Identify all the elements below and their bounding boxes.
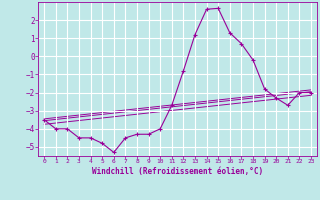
X-axis label: Windchill (Refroidissement éolien,°C): Windchill (Refroidissement éolien,°C): [92, 167, 263, 176]
